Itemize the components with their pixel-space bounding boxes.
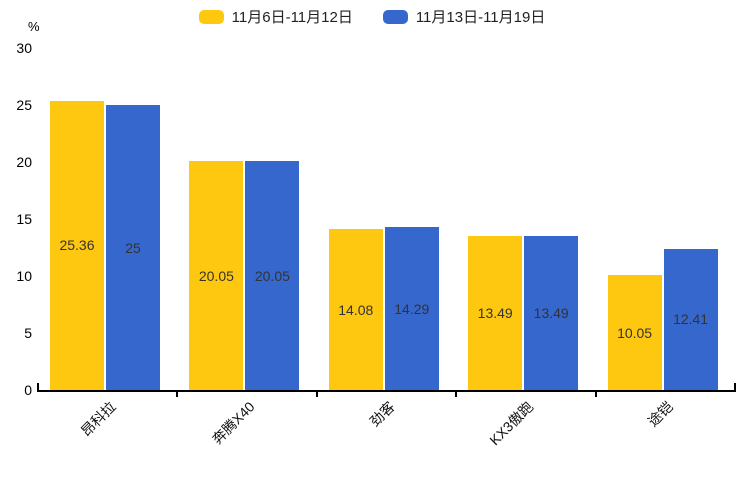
bar-week2-2 [384,227,439,390]
x-axis-tick [734,383,736,392]
x-axis-line [38,390,735,392]
x-axis-tick [315,390,318,397]
x-axis-tick [594,390,597,397]
x-category-label: 途铠 [644,398,677,430]
bar-week2-0 [106,105,160,390]
bar-week2-3 [524,236,579,390]
bar-value-label: 14.29 [394,300,430,317]
bar-week1-2 [328,229,383,390]
bar-value-label: 25 [125,239,141,256]
bar-value-label: 20.05 [198,267,234,284]
x-category-label: 奔腾X40 [209,398,258,448]
bar-week1-0 [50,100,104,390]
bar-week1-1 [189,161,244,390]
y-tick-label: 30 [16,40,32,56]
legend-label: 11月13日-11月19日 [415,9,546,26]
legend-swatch-icon [382,9,408,24]
y-tick-label: 15 [16,211,32,227]
bar-week1-4 [607,275,662,390]
x-axis-tick [176,390,179,397]
x-category-label: 劲客 [366,398,398,430]
bar-value-label: 20.05 [254,267,290,284]
legend-label: 11月6日-11月12日 [231,9,353,26]
y-axis-unit-label: % [28,19,40,34]
bar-value-label: 25.36 [59,237,95,254]
legend-item-week2[interactable]: 11月13日-11月19日 [382,6,546,27]
y-tick-label: 25 [16,97,32,113]
chart-legend: 11月6日-11月12日 11月13日-11月19日 [0,6,744,27]
x-category-label: 昂科拉 [77,398,119,440]
bar-week2-4 [663,248,718,390]
y-tick-label: 10 [16,268,32,284]
bar-value-label: 13.49 [533,305,569,322]
y-tick-label: 20 [16,154,32,170]
legend-swatch-icon [198,9,224,24]
y-tick-label: 0 [24,382,32,398]
bar-value-label: 10.05 [617,324,653,341]
bar-value-label: 12.41 [673,311,709,328]
legend-item-week1[interactable]: 11月6日-11月12日 [198,6,353,27]
y-tick-label: 5 [24,325,32,341]
bar-week1-3 [468,236,523,390]
x-axis-tick [37,383,39,392]
bar-value-label: 13.49 [477,305,513,322]
bar-value-label: 14.08 [338,301,374,318]
x-category-label: KX3傲跑 [486,398,537,449]
bar-week2-1 [245,161,300,390]
x-axis-tick [455,390,458,397]
